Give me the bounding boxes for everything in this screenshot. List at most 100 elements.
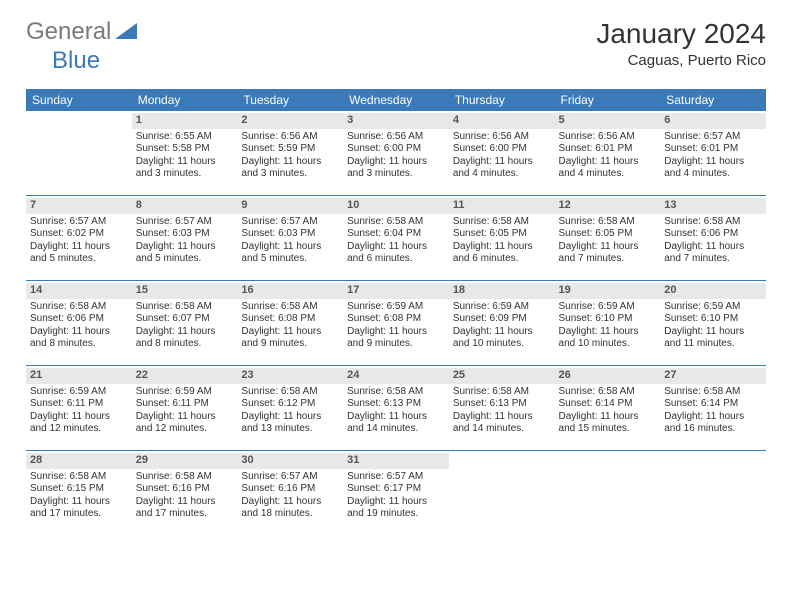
- day-number: 12: [555, 198, 661, 214]
- day-info: Sunrise: 6:57 AMSunset: 6:17 PMDaylight:…: [347, 471, 445, 521]
- day-info: Sunrise: 6:58 AMSunset: 6:13 PMDaylight:…: [453, 386, 551, 436]
- calendar-cell: 2Sunrise: 6:56 AMSunset: 5:59 PMDaylight…: [237, 111, 343, 196]
- daylight-text: Daylight: 11 hours and 10 minutes.: [453, 326, 551, 351]
- day-info: Sunrise: 6:59 AMSunset: 6:11 PMDaylight:…: [30, 386, 128, 436]
- day-info: Sunrise: 6:56 AMSunset: 6:00 PMDaylight:…: [347, 131, 445, 181]
- sunrise-text: Sunrise: 6:57 AM: [664, 131, 762, 144]
- sunset-text: Sunset: 6:16 PM: [241, 483, 339, 496]
- sunset-text: Sunset: 6:15 PM: [30, 483, 128, 496]
- sunrise-text: Sunrise: 6:57 AM: [30, 216, 128, 229]
- sunset-text: Sunset: 6:07 PM: [136, 313, 234, 326]
- sunset-text: Sunset: 6:16 PM: [136, 483, 234, 496]
- day-info: Sunrise: 6:59 AMSunset: 6:09 PMDaylight:…: [453, 301, 551, 351]
- sunrise-text: Sunrise: 6:56 AM: [453, 131, 551, 144]
- day-number: 7: [26, 198, 132, 214]
- sunrise-text: Sunrise: 6:56 AM: [559, 131, 657, 144]
- calendar-cell: 21Sunrise: 6:59 AMSunset: 6:11 PMDayligh…: [26, 366, 132, 451]
- calendar-cell: 5 Sunrise: 6:56 AMSunset: 6:01 PMDaylight…: [555, 111, 661, 196]
- day-info: Sunrise: 6:58 AMSunset: 6:07 PMDaylight:…: [136, 301, 234, 351]
- day-number: 2: [237, 113, 343, 129]
- day-info: Sunrise: 6:57 AMSunset: 6:01 PMDaylight:…: [664, 131, 762, 181]
- day-info: Sunrise: 6:57 AMSunset: 6:16 PMDaylight:…: [241, 471, 339, 521]
- logo-text-blue: Blue: [52, 47, 100, 74]
- calendar-cell: 12 Sunrise: 6:58 AMSunset: 6:05 PMDayligh…: [555, 196, 661, 281]
- sunrise-text: Sunrise: 6:59 AM: [136, 386, 234, 399]
- sunset-text: Sunset: 6:11 PM: [30, 398, 128, 411]
- calendar-cell: 20Sunrise: 6:59 AMSunset: 6:10 PMDayligh…: [660, 281, 766, 366]
- calendar-cell: 10 Sunrise: 6:58 AMSunset: 6:04 PMDayligh…: [343, 196, 449, 281]
- day-number: 8: [132, 198, 238, 214]
- daylight-text: Daylight: 11 hours and 7 minutes.: [559, 241, 657, 266]
- day-number: 18: [449, 283, 555, 299]
- day-number: 14: [26, 283, 132, 299]
- day-number: 31: [343, 453, 449, 469]
- day-info: Sunrise: 6:56 AMSunset: 6:01 PMDaylight:…: [559, 131, 657, 181]
- day-number: 20: [660, 283, 766, 299]
- day-number: 16: [237, 283, 343, 299]
- calendar-cell: 24Sunrise: 6:58 AMSunset: 6:13 PMDayligh…: [343, 366, 449, 451]
- sunset-text: Sunset: 6:14 PM: [664, 398, 762, 411]
- day-info: Sunrise: 6:58 AMSunset: 6:05 PMDaylight:…: [453, 216, 551, 266]
- calendar-row: 14Sunrise: 6:58 AMSunset: 6:06 PMDayligh…: [26, 281, 766, 366]
- day-number: 26: [555, 368, 661, 384]
- sunset-text: Sunset: 6:06 PM: [664, 228, 762, 241]
- sunset-text: Sunset: 6:08 PM: [347, 313, 445, 326]
- day-info: Sunrise: 6:57 AMSunset: 6:03 PMDaylight:…: [136, 216, 234, 266]
- sunset-text: Sunset: 6:09 PM: [453, 313, 551, 326]
- calendar-row: 28Sunrise: 6:58 AMSunset: 6:15 PMDayligh…: [26, 451, 766, 536]
- day-number: 5: [555, 113, 661, 129]
- day-number: 3: [343, 113, 449, 129]
- sunrise-text: Sunrise: 6:58 AM: [136, 301, 234, 314]
- sunset-text: Sunset: 6:02 PM: [30, 228, 128, 241]
- day-number: 15: [132, 283, 238, 299]
- daylight-text: Daylight: 11 hours and 13 minutes.: [241, 411, 339, 436]
- month-title: January 2024: [596, 18, 766, 50]
- sunset-text: Sunset: 6:17 PM: [347, 483, 445, 496]
- sunrise-text: Sunrise: 6:58 AM: [30, 301, 128, 314]
- daylight-text: Daylight: 11 hours and 17 minutes.: [136, 496, 234, 521]
- calendar-cell: 19Sunrise: 6:59 AMSunset: 6:10 PMDayligh…: [555, 281, 661, 366]
- sunrise-text: Sunrise: 6:58 AM: [347, 216, 445, 229]
- daylight-text: Daylight: 11 hours and 6 minutes.: [453, 241, 551, 266]
- day-number: 10: [343, 198, 449, 214]
- sunrise-text: Sunrise: 6:58 AM: [453, 386, 551, 399]
- sunset-text: Sunset: 6:00 PM: [453, 143, 551, 156]
- daylight-text: Daylight: 11 hours and 18 minutes.: [241, 496, 339, 521]
- weekday-header-row: Sunday Monday Tuesday Wednesday Thursday…: [26, 89, 766, 111]
- daylight-text: Daylight: 11 hours and 12 minutes.: [30, 411, 128, 436]
- daylight-text: Daylight: 11 hours and 4 minutes.: [453, 156, 551, 181]
- calendar-cell: 16Sunrise: 6:58 AMSunset: 6:08 PMDayligh…: [237, 281, 343, 366]
- day-info: Sunrise: 6:58 AMSunset: 6:14 PMDaylight:…: [664, 386, 762, 436]
- sunset-text: Sunset: 6:04 PM: [347, 228, 445, 241]
- sunrise-text: Sunrise: 6:58 AM: [241, 301, 339, 314]
- sunrise-text: Sunrise: 6:59 AM: [30, 386, 128, 399]
- day-number: 1: [132, 113, 238, 129]
- sunrise-text: Sunrise: 6:58 AM: [559, 386, 657, 399]
- calendar-cell: 9Sunrise: 6:57 AMSunset: 6:03 PMDaylight…: [237, 196, 343, 281]
- daylight-text: Daylight: 11 hours and 12 minutes.: [136, 411, 234, 436]
- calendar-cell: 25Sunrise: 6:58 AMSunset: 6:13 PMDayligh…: [449, 366, 555, 451]
- calendar-row: 1 Sunrise: 6:55 AMSunset: 5:58 PMDaylight…: [26, 111, 766, 196]
- day-number: 9: [237, 198, 343, 214]
- calendar-cell: [449, 451, 555, 536]
- weekday-header: Sunday: [26, 89, 132, 111]
- daylight-text: Daylight: 11 hours and 19 minutes.: [347, 496, 445, 521]
- day-number: 19: [555, 283, 661, 299]
- calendar-cell: 15 Sunrise: 6:58 AMSunset: 6:07 PMDayligh…: [132, 281, 238, 366]
- day-info: Sunrise: 6:58 AMSunset: 6:05 PMDaylight:…: [559, 216, 657, 266]
- day-info: Sunrise: 6:58 AMSunset: 6:04 PMDaylight:…: [347, 216, 445, 266]
- sunset-text: Sunset: 5:59 PM: [241, 143, 339, 156]
- sunrise-text: Sunrise: 6:56 AM: [241, 131, 339, 144]
- day-info: Sunrise: 6:58 AMSunset: 6:12 PMDaylight:…: [241, 386, 339, 436]
- sunset-text: Sunset: 6:01 PM: [559, 143, 657, 156]
- day-number: 13: [660, 198, 766, 214]
- day-info: Sunrise: 6:55 AMSunset: 5:58 PMDaylight:…: [136, 131, 234, 181]
- calendar-row: 21Sunrise: 6:59 AMSunset: 6:11 PMDayligh…: [26, 366, 766, 451]
- sunrise-text: Sunrise: 6:57 AM: [241, 471, 339, 484]
- day-number: 24: [343, 368, 449, 384]
- sunset-text: Sunset: 6:05 PM: [559, 228, 657, 241]
- calendar-cell: [26, 111, 132, 196]
- calendar-cell: 27Sunrise: 6:58 AMSunset: 6:14 PMDayligh…: [660, 366, 766, 451]
- daylight-text: Daylight: 11 hours and 3 minutes.: [136, 156, 234, 181]
- calendar-cell: [555, 451, 661, 536]
